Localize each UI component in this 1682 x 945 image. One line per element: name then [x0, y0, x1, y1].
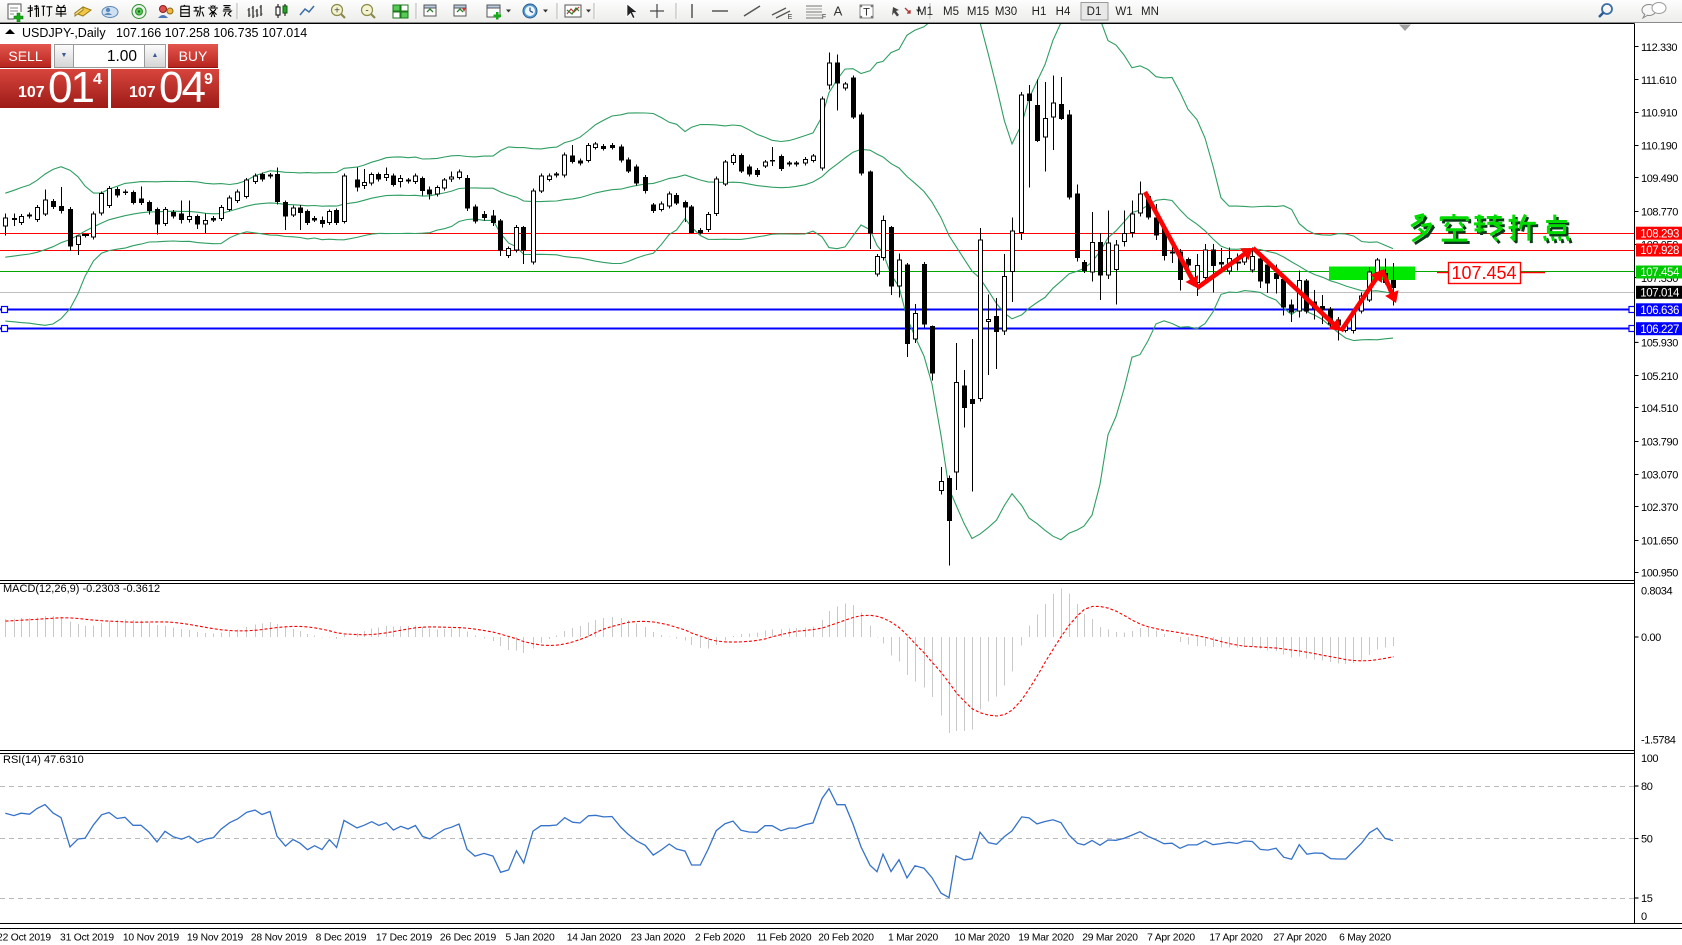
svg-text:USDJPY-,Daily 107.166 107.25: USDJPY-,Daily 107.166 107.258 106.735 10… [22, 26, 307, 40]
svg-text:17 Dec 2019: 17 Dec 2019 [376, 933, 433, 944]
svg-text:RSI(14) 47.6310: RSI(14) 47.6310 [3, 754, 84, 766]
svg-text:50: 50 [1641, 834, 1653, 846]
svg-text:100: 100 [1641, 753, 1658, 765]
svg-text:22 Oct 2019: 22 Oct 2019 [0, 933, 51, 944]
svg-text:E: E [788, 14, 793, 21]
svg-text:W1: W1 [1115, 6, 1132, 18]
svg-text:27 Apr 2020: 27 Apr 2020 [1273, 933, 1327, 944]
svg-text:19 Nov 2019: 19 Nov 2019 [187, 933, 244, 944]
svg-text:106.636: 106.636 [1640, 305, 1679, 317]
svg-text:20 Feb 2020: 20 Feb 2020 [818, 933, 874, 944]
svg-text:10 Nov 2019: 10 Nov 2019 [123, 933, 180, 944]
svg-text:108.770: 108.770 [1641, 206, 1678, 218]
svg-text:6 May 2020: 6 May 2020 [1339, 933, 1391, 944]
svg-text:107.454: 107.454 [1640, 267, 1680, 279]
svg-text:108.293: 108.293 [1640, 228, 1679, 240]
svg-text:109.490: 109.490 [1641, 173, 1678, 185]
svg-text:110.910: 110.910 [1641, 107, 1677, 119]
svg-text:101.650: 101.650 [1641, 535, 1678, 547]
svg-text:26 Dec 2019: 26 Dec 2019 [440, 933, 497, 944]
svg-text:5 Jan 2020: 5 Jan 2020 [506, 933, 555, 944]
svg-text:1 Mar 2020: 1 Mar 2020 [888, 933, 939, 944]
svg-text:29 Mar 2020: 29 Mar 2020 [1082, 933, 1138, 944]
svg-text:28 Nov 2019: 28 Nov 2019 [251, 933, 308, 944]
svg-text:M15: M15 [967, 6, 989, 18]
svg-text:105.210: 105.210 [1641, 371, 1678, 383]
svg-text:11 Feb 2020: 11 Feb 2020 [757, 933, 812, 944]
svg-text:100.950: 100.950 [1641, 568, 1678, 580]
svg-text:15: 15 [1641, 893, 1653, 905]
svg-text:F: F [822, 14, 826, 21]
svg-text:103.070: 103.070 [1641, 470, 1678, 482]
svg-text:107.454: 107.454 [1451, 263, 1516, 283]
svg-text:111.610: 111.610 [1641, 75, 1677, 87]
svg-text:23 Jan 2020: 23 Jan 2020 [631, 933, 686, 944]
svg-text:8 Dec 2019: 8 Dec 2019 [316, 933, 367, 944]
svg-text:112.330: 112.330 [1641, 42, 1677, 54]
svg-text:A: A [834, 4, 843, 19]
svg-text:31 Oct 2019: 31 Oct 2019 [60, 933, 114, 944]
svg-text:19 Mar 2020: 19 Mar 2020 [1018, 933, 1074, 944]
svg-text:M5: M5 [943, 6, 959, 18]
svg-text:14 Jan 2020: 14 Jan 2020 [567, 933, 622, 944]
svg-text:10 Mar 2020: 10 Mar 2020 [954, 933, 1010, 944]
svg-text:0: 0 [1641, 911, 1647, 923]
svg-text:107.014: 107.014 [1640, 288, 1680, 300]
svg-text:80: 80 [1641, 781, 1653, 793]
svg-text:103.790: 103.790 [1641, 437, 1678, 449]
svg-text:MACD(12,26,9) -0.2303 -0.3612: MACD(12,26,9) -0.2303 -0.3612 [3, 583, 160, 595]
svg-text:-: - [365, 6, 368, 17]
svg-text:T: T [863, 7, 870, 19]
svg-text:106.227: 106.227 [1640, 324, 1679, 336]
svg-text:H4: H4 [1056, 6, 1071, 18]
svg-text:MN: MN [1141, 6, 1159, 18]
svg-text:107.928: 107.928 [1640, 245, 1679, 257]
svg-text:17 Apr 2020: 17 Apr 2020 [1209, 933, 1263, 944]
svg-text:0.00: 0.00 [1641, 632, 1661, 644]
svg-text:M1: M1 [917, 6, 933, 18]
svg-text:7 Apr 2020: 7 Apr 2020 [1147, 933, 1195, 944]
svg-text:H1: H1 [1032, 6, 1047, 18]
svg-text:-1.5784: -1.5784 [1641, 735, 1676, 747]
svg-text:110.190: 110.190 [1641, 141, 1677, 153]
svg-text:2 Feb 2020: 2 Feb 2020 [695, 933, 746, 944]
svg-text:104.510: 104.510 [1641, 403, 1678, 415]
svg-text:D1: D1 [1087, 6, 1102, 18]
svg-text:105.930: 105.930 [1641, 338, 1678, 350]
svg-text:+: + [334, 6, 340, 17]
svg-text:102.370: 102.370 [1641, 502, 1678, 514]
svg-text:M30: M30 [995, 6, 1017, 18]
svg-text:0.8034: 0.8034 [1641, 586, 1673, 598]
